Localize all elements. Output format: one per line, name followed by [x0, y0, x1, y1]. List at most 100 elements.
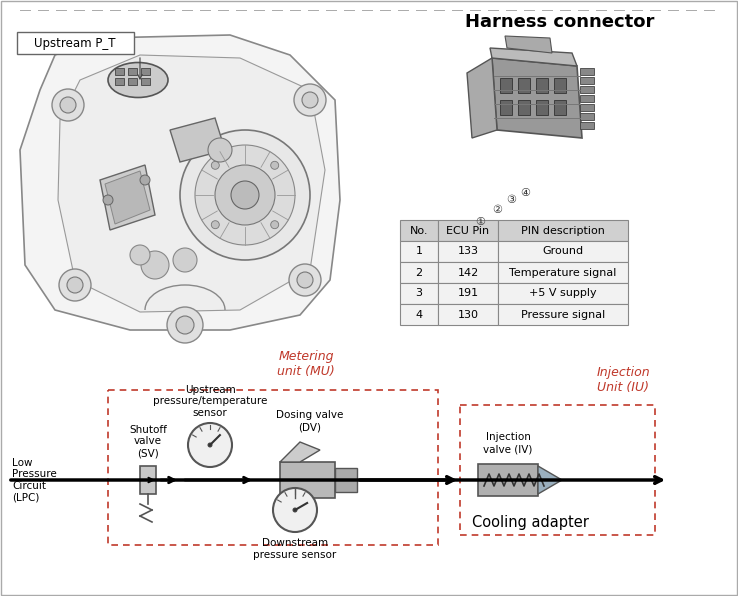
Circle shape [273, 488, 317, 532]
Circle shape [130, 245, 150, 265]
Circle shape [211, 221, 219, 229]
Bar [438, 304, 498, 325]
Text: 133: 133 [458, 247, 478, 256]
Text: 4: 4 [415, 309, 423, 319]
Text: Ground: Ground [542, 247, 584, 256]
Bar [580, 122, 594, 129]
Bar [500, 78, 512, 93]
Circle shape [180, 130, 310, 260]
Circle shape [231, 181, 259, 209]
Text: Upstream
pressure/temperature
sensor: Upstream pressure/temperature sensor [153, 385, 267, 418]
FancyBboxPatch shape [17, 32, 134, 54]
Circle shape [271, 162, 279, 169]
Bar [498, 262, 628, 283]
Bar [400, 220, 438, 241]
Circle shape [173, 248, 197, 272]
Bar [554, 100, 566, 115]
Circle shape [52, 89, 84, 121]
Polygon shape [492, 58, 582, 138]
Ellipse shape [108, 63, 168, 98]
Text: Temperature signal: Temperature signal [509, 268, 617, 278]
Circle shape [208, 138, 232, 162]
Text: Downstream
pressure sensor: Downstream pressure sensor [253, 538, 337, 560]
Text: Pressure signal: Pressure signal [521, 309, 605, 319]
Polygon shape [58, 55, 325, 312]
Polygon shape [467, 58, 497, 138]
Bar [498, 283, 628, 304]
Bar [108, 390, 438, 545]
Text: 3: 3 [415, 288, 422, 299]
Circle shape [294, 84, 326, 116]
Circle shape [289, 264, 321, 296]
Text: 130: 130 [458, 309, 478, 319]
Bar [438, 241, 498, 262]
Bar [438, 220, 498, 241]
Circle shape [292, 508, 297, 513]
Bar [141, 78, 150, 85]
Text: Injection
Unit (IU): Injection Unit (IU) [596, 366, 650, 394]
Circle shape [207, 442, 213, 448]
Bar [141, 68, 150, 75]
Bar [400, 304, 438, 325]
Bar [128, 78, 137, 85]
Text: Dosing valve
(DV): Dosing valve (DV) [276, 411, 344, 432]
Circle shape [215, 165, 275, 225]
Circle shape [60, 97, 76, 113]
Bar [128, 68, 137, 75]
Text: Upstream P_T: Upstream P_T [34, 36, 116, 49]
Bar [518, 100, 530, 115]
Bar [580, 104, 594, 111]
Circle shape [176, 316, 194, 334]
Text: ②: ② [492, 205, 502, 215]
Text: 2: 2 [415, 268, 423, 278]
Text: 191: 191 [458, 288, 478, 299]
Polygon shape [105, 171, 150, 224]
Circle shape [271, 221, 279, 229]
Bar [498, 220, 628, 241]
Circle shape [103, 195, 113, 205]
Polygon shape [505, 36, 552, 53]
Text: No.: No. [410, 225, 428, 235]
Bar [400, 241, 438, 262]
Bar [580, 95, 594, 102]
Bar [335, 468, 357, 492]
Text: Injection
valve (IV): Injection valve (IV) [483, 433, 533, 454]
Text: Shutoff
valve
(SV): Shutoff valve (SV) [129, 425, 167, 458]
Polygon shape [538, 466, 562, 494]
Text: Harness connector: Harness connector [466, 13, 655, 31]
Bar [500, 100, 512, 115]
Bar [400, 262, 438, 283]
Bar [438, 283, 498, 304]
Polygon shape [100, 165, 155, 230]
Bar [438, 262, 498, 283]
Bar [115, 68, 124, 75]
Circle shape [140, 175, 150, 185]
Polygon shape [280, 442, 320, 462]
Bar [498, 241, 628, 262]
Bar [580, 77, 594, 84]
Circle shape [195, 145, 295, 245]
Text: ①: ① [475, 217, 485, 227]
Text: Low
Pressure
Circuit
(LPC): Low Pressure Circuit (LPC) [12, 458, 57, 502]
Circle shape [211, 162, 219, 169]
Text: Metering
unit (MU): Metering unit (MU) [277, 350, 335, 378]
Bar [478, 464, 538, 496]
Bar [580, 68, 594, 75]
Bar [498, 304, 628, 325]
Text: +5 V supply: +5 V supply [529, 288, 597, 299]
Bar [115, 78, 124, 85]
Bar [536, 100, 548, 115]
Bar [280, 462, 335, 498]
Text: Cooling adapter: Cooling adapter [472, 515, 588, 530]
Circle shape [302, 92, 318, 108]
Polygon shape [20, 35, 340, 330]
Text: ④: ④ [520, 188, 530, 198]
Text: 142: 142 [458, 268, 479, 278]
Circle shape [188, 423, 232, 467]
Text: PIN description: PIN description [521, 225, 605, 235]
Circle shape [67, 277, 83, 293]
Bar [518, 78, 530, 93]
Text: ECU Pin: ECU Pin [446, 225, 489, 235]
Text: 1: 1 [415, 247, 422, 256]
Text: ③: ③ [506, 195, 516, 205]
